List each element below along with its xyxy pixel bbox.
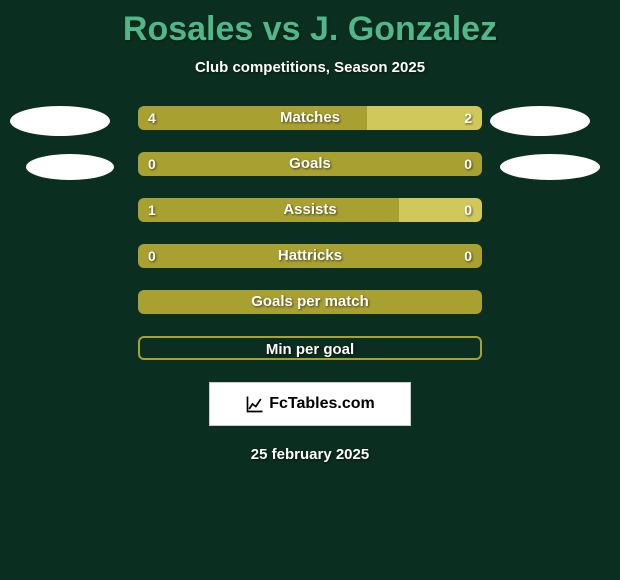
stat-row: 00Hattricks (138, 244, 482, 268)
stat-label: Goals (138, 152, 482, 176)
stat-row: Goals per match (138, 290, 482, 314)
avatar-player2-small (500, 154, 600, 180)
comparison-title: Rosales vs J. Gonzalez (0, 0, 620, 49)
stat-label: Goals per match (138, 290, 482, 314)
fctables-logo[interactable]: FcTables.com (209, 382, 411, 426)
avatar-player2-large (490, 106, 590, 136)
stat-row: 10Assists (138, 198, 482, 222)
logo-text: FcTables.com (269, 395, 375, 413)
stats-area: 42Matches 00Goals 10Assists 00Hattricks Goal… (0, 106, 620, 360)
stat-row: Min per goal (138, 336, 482, 360)
stat-label: Hattricks (138, 244, 482, 268)
avatar-player1-small (26, 154, 114, 180)
stat-label: Assists (138, 198, 482, 222)
stat-label: Min per goal (140, 338, 480, 360)
stat-row: 00Goals (138, 152, 482, 176)
chart-icon (245, 394, 265, 414)
stat-row: 42Matches (138, 106, 482, 130)
stat-label: Matches (138, 106, 482, 130)
footer-date: 25 february 2025 (0, 446, 620, 463)
comparison-subtitle: Club competitions, Season 2025 (0, 59, 620, 76)
avatar-player1-large (10, 106, 110, 136)
